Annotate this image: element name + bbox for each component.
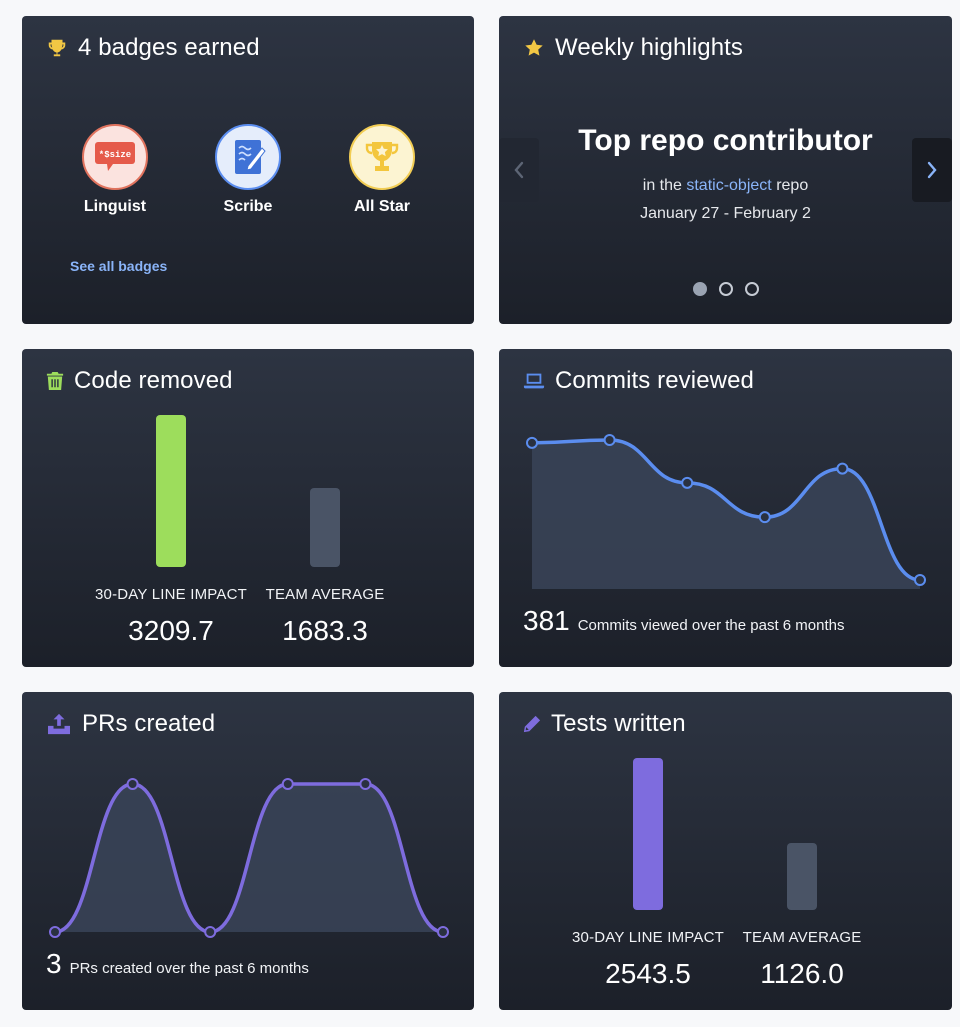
commits-count: 381 bbox=[523, 605, 570, 636]
prs-card-title-text: PRs created bbox=[82, 710, 216, 737]
tests-line-impact-label: 30-DAY LINE IMPACT bbox=[572, 929, 724, 946]
badge-scribe-label: Scribe bbox=[223, 198, 273, 215]
badge-linguist[interactable]: *$size Linguist bbox=[75, 124, 155, 216]
tests-card-title: Tests written bbox=[523, 710, 686, 738]
code-removed-card-title: Code removed bbox=[46, 367, 233, 395]
prs-summary-text: PRs created over the past 6 months bbox=[69, 960, 309, 977]
tests-team-average-label: TEAM AVERAGE bbox=[742, 929, 862, 946]
trash-icon bbox=[46, 370, 64, 392]
tests-line-impact-value: 2543.5 bbox=[605, 958, 691, 989]
commits-card-title-text: Commits reviewed bbox=[555, 367, 754, 394]
prs-card: PRs created 3 PRs created over the past … bbox=[22, 692, 474, 1010]
trophy-star-icon bbox=[365, 142, 399, 171]
badge-all-star-label: All Star bbox=[353, 198, 410, 215]
prs-point-4[interactable] bbox=[281, 778, 294, 790]
tests-card-title-text: Tests written bbox=[551, 710, 686, 737]
prs-point-5[interactable] bbox=[359, 778, 372, 790]
commits-area-chart bbox=[526, 434, 926, 589]
team-average-bar bbox=[310, 488, 340, 567]
highlight-headline: Top repo contributor bbox=[578, 124, 873, 157]
speech-bubble-icon: *$size bbox=[95, 142, 135, 171]
badges-card: 4 badges earned *$size Linguist Scribe bbox=[22, 16, 474, 324]
prs-point-6[interactable] bbox=[437, 926, 449, 938]
commits-summary: 381 Commits viewed over the past 6 month… bbox=[523, 605, 845, 637]
laptop-icon bbox=[523, 370, 545, 392]
carousel-prev-button[interactable] bbox=[499, 138, 539, 202]
line-impact-value: 3209.7 bbox=[128, 615, 214, 646]
tests-line-impact-bar bbox=[633, 758, 663, 910]
highlight-line-prefix: in the bbox=[642, 177, 682, 194]
star-icon bbox=[523, 37, 545, 59]
highlight-repo-line: in the static-object repo bbox=[499, 177, 952, 195]
badge-all-star[interactable]: All Star bbox=[342, 124, 422, 216]
highlight-date-range: January 27 - February 2 bbox=[640, 205, 811, 222]
commits-point-4[interactable] bbox=[758, 511, 771, 524]
prs-series-line bbox=[54, 782, 444, 934]
highlights-card-title: Weekly highlights bbox=[523, 34, 743, 62]
upload-tray-icon bbox=[46, 713, 72, 735]
tests-team-average-value: 1126.0 bbox=[760, 958, 844, 989]
tests-card: Tests written 30-DAY LINE IMPACT TEAM AV… bbox=[499, 692, 952, 1010]
line-impact-bar bbox=[156, 415, 186, 567]
badge-scribe[interactable]: Scribe bbox=[208, 124, 288, 216]
badges-card-title: 4 badges earned bbox=[46, 34, 260, 62]
prs-point-2[interactable] bbox=[126, 778, 139, 790]
prs-area-chart bbox=[49, 778, 449, 938]
commits-summary-text: Commits viewed over the past 6 months bbox=[577, 617, 845, 634]
code-removed-card-title-text: Code removed bbox=[74, 367, 233, 394]
trophy-icon bbox=[46, 37, 68, 59]
highlights-card: Weekly highlights Top repo contributor i… bbox=[499, 16, 952, 324]
commits-card-title: Commits reviewed bbox=[523, 367, 754, 395]
prs-card-title: PRs created bbox=[46, 710, 215, 738]
badges-card-title-text: 4 badges earned bbox=[78, 34, 260, 61]
carousel-dot-3[interactable] bbox=[744, 282, 759, 296]
carousel-next-button[interactable] bbox=[912, 138, 952, 202]
badge-linguist-label: Linguist bbox=[83, 198, 147, 215]
prs-count: 3 bbox=[46, 948, 62, 979]
code-removed-card: Code removed 30-DAY LINE IMPACT TEAM AVE… bbox=[22, 349, 474, 667]
commits-point-5[interactable] bbox=[836, 462, 849, 475]
carousel-dot-2[interactable] bbox=[718, 282, 733, 296]
carousel-dots bbox=[499, 282, 952, 296]
badge-scribe-circle bbox=[215, 124, 281, 190]
prs-point-1[interactable] bbox=[49, 926, 61, 938]
carousel-dot-1[interactable] bbox=[692, 282, 707, 296]
commits-point-1[interactable] bbox=[526, 436, 538, 449]
prs-point-3[interactable] bbox=[204, 926, 217, 938]
team-average-label: TEAM AVERAGE bbox=[265, 586, 385, 603]
highlights-card-title-text: Weekly highlights bbox=[555, 34, 744, 61]
commits-point-3[interactable] bbox=[681, 476, 694, 489]
commits-point-2[interactable] bbox=[603, 434, 616, 446]
badge-linguist-circle: *$size bbox=[82, 124, 148, 190]
line-impact-label: 30-DAY LINE IMPACT bbox=[95, 586, 247, 603]
highlight-line-suffix: repo bbox=[776, 177, 809, 194]
team-average-value: 1683.3 bbox=[282, 615, 368, 646]
commits-point-6[interactable] bbox=[914, 574, 926, 586]
svg-text:*$size: *$size bbox=[99, 150, 131, 160]
chevron-right-icon bbox=[927, 161, 937, 179]
commits-area-fill bbox=[532, 440, 920, 589]
tests-team-average-bar bbox=[787, 843, 817, 910]
highlight-repo-link[interactable]: static-object bbox=[686, 177, 772, 194]
badge-all-star-circle bbox=[349, 124, 415, 190]
commits-card: Commits reviewed 381 Commits viewed over… bbox=[499, 349, 952, 667]
see-all-badges-link[interactable]: See all badges bbox=[70, 258, 168, 274]
prs-summary: 3 PRs created over the past 6 months bbox=[46, 948, 309, 980]
pencil-icon bbox=[523, 713, 541, 735]
document-pen-icon bbox=[235, 140, 266, 174]
chevron-left-icon bbox=[514, 161, 524, 179]
